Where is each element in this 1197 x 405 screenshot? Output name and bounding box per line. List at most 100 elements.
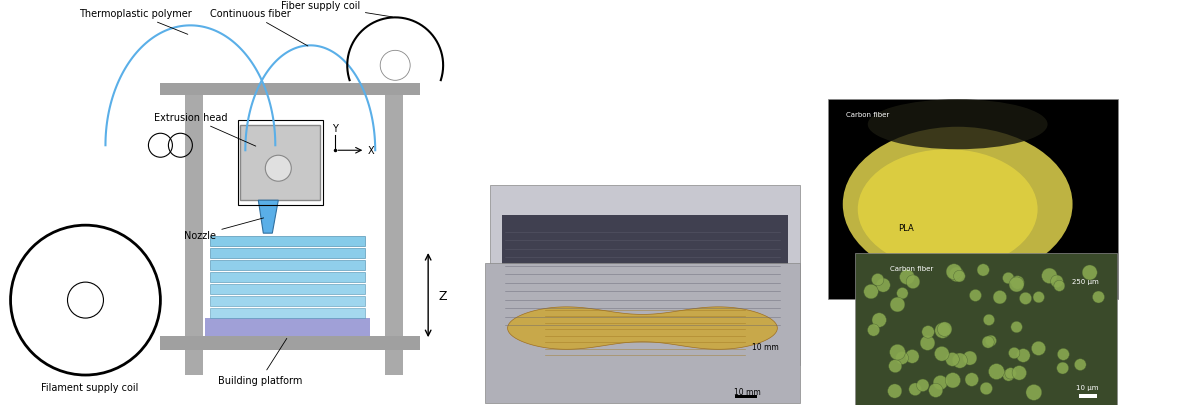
Circle shape [1082, 265, 1098, 280]
FancyBboxPatch shape [755, 354, 777, 357]
FancyBboxPatch shape [211, 296, 365, 306]
Circle shape [906, 275, 919, 289]
Circle shape [871, 313, 887, 327]
Circle shape [985, 335, 996, 346]
Circle shape [953, 353, 967, 368]
Circle shape [949, 267, 964, 282]
Circle shape [1053, 281, 1065, 292]
FancyBboxPatch shape [206, 318, 370, 336]
Ellipse shape [868, 100, 1047, 150]
Circle shape [1093, 291, 1105, 303]
Circle shape [920, 336, 935, 350]
Circle shape [937, 322, 952, 337]
Circle shape [946, 264, 962, 280]
Text: Carbon fiber: Carbon fiber [889, 265, 932, 271]
Text: PLA: PLA [898, 223, 913, 232]
Circle shape [1057, 348, 1069, 360]
Circle shape [994, 291, 1007, 304]
Circle shape [1041, 269, 1057, 284]
Circle shape [891, 297, 905, 312]
Circle shape [909, 383, 922, 396]
Circle shape [871, 274, 883, 286]
Text: Filament supply coil: Filament supply coil [41, 382, 138, 392]
Polygon shape [508, 307, 777, 350]
Circle shape [864, 285, 879, 299]
Circle shape [1026, 384, 1041, 400]
Circle shape [888, 384, 901, 398]
Circle shape [1003, 273, 1014, 284]
FancyBboxPatch shape [485, 264, 800, 403]
FancyBboxPatch shape [828, 100, 1118, 299]
Circle shape [897, 288, 909, 299]
Circle shape [946, 353, 959, 366]
FancyBboxPatch shape [211, 260, 365, 271]
Circle shape [1010, 276, 1025, 290]
Text: 10 μm: 10 μm [1076, 384, 1099, 390]
Text: Building platform: Building platform [218, 339, 303, 385]
Circle shape [1033, 292, 1045, 303]
Circle shape [935, 347, 949, 361]
Circle shape [1005, 368, 1016, 379]
Circle shape [876, 278, 891, 292]
Circle shape [905, 350, 919, 363]
Circle shape [1051, 275, 1063, 288]
Circle shape [962, 351, 977, 365]
Circle shape [983, 314, 995, 326]
Polygon shape [259, 201, 278, 234]
FancyBboxPatch shape [186, 86, 203, 375]
Circle shape [1003, 369, 1014, 381]
FancyBboxPatch shape [211, 284, 365, 294]
Circle shape [946, 373, 960, 388]
FancyBboxPatch shape [1076, 288, 1095, 292]
Circle shape [970, 290, 982, 302]
Circle shape [1009, 277, 1025, 292]
Circle shape [1009, 347, 1020, 359]
Circle shape [1020, 292, 1032, 305]
FancyBboxPatch shape [502, 215, 788, 330]
FancyBboxPatch shape [211, 237, 365, 247]
Circle shape [1057, 362, 1069, 374]
Circle shape [1016, 349, 1031, 362]
Circle shape [1011, 322, 1022, 333]
Circle shape [900, 270, 915, 285]
FancyBboxPatch shape [160, 84, 420, 96]
Circle shape [1075, 359, 1086, 371]
Circle shape [1032, 341, 1046, 356]
Text: Carbon fiber: Carbon fiber [846, 112, 889, 118]
Circle shape [977, 264, 989, 276]
Circle shape [929, 384, 943, 397]
Text: Y: Y [333, 124, 339, 134]
Text: Nozzle: Nozzle [184, 218, 263, 241]
Circle shape [868, 324, 880, 336]
FancyBboxPatch shape [211, 249, 365, 258]
Circle shape [980, 382, 992, 395]
Circle shape [965, 373, 978, 386]
FancyBboxPatch shape [241, 126, 321, 201]
FancyBboxPatch shape [735, 394, 757, 398]
Circle shape [889, 345, 905, 360]
Text: Extrusion head: Extrusion head [153, 113, 256, 147]
Text: 250 μm: 250 μm [1073, 278, 1099, 284]
Text: Fiber supply coil: Fiber supply coil [280, 1, 393, 18]
Circle shape [917, 379, 929, 392]
FancyBboxPatch shape [1078, 394, 1096, 398]
Circle shape [922, 326, 935, 338]
Text: X: X [367, 146, 373, 156]
FancyBboxPatch shape [855, 254, 1117, 405]
FancyBboxPatch shape [211, 308, 365, 318]
Text: Continuous fiber: Continuous fiber [209, 9, 308, 47]
Ellipse shape [843, 128, 1073, 282]
Circle shape [888, 360, 901, 373]
Circle shape [934, 375, 948, 390]
Circle shape [1013, 366, 1027, 380]
Ellipse shape [858, 150, 1038, 269]
Circle shape [935, 323, 950, 339]
Circle shape [989, 364, 1004, 379]
Text: Z: Z [438, 289, 446, 302]
Circle shape [982, 336, 995, 348]
FancyBboxPatch shape [490, 186, 800, 365]
FancyBboxPatch shape [211, 273, 365, 282]
Circle shape [954, 271, 965, 282]
Circle shape [895, 352, 909, 365]
Text: 10 mm: 10 mm [753, 342, 779, 351]
